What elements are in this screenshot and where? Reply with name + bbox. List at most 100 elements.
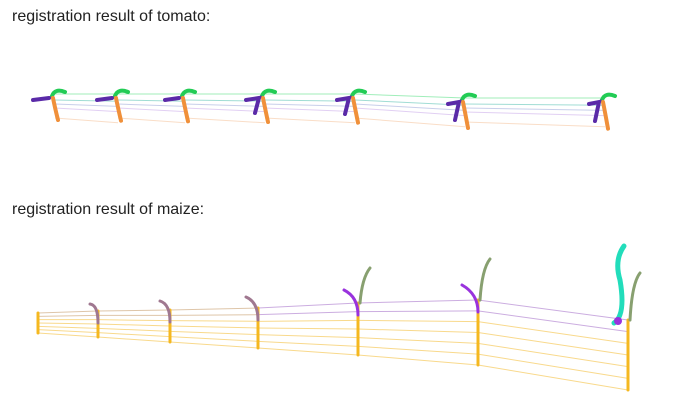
stem <box>181 96 190 124</box>
correspondence-line <box>97 327 171 332</box>
correspondence-line <box>264 117 356 124</box>
tomato-plant <box>446 92 477 130</box>
correspondence-line <box>354 107 466 117</box>
stem <box>261 96 270 124</box>
correspondence-line <box>37 322 99 325</box>
correspondence-line <box>257 327 359 330</box>
purple-leaf <box>244 95 262 115</box>
maize-plant <box>158 299 172 344</box>
correspondence-line <box>54 103 119 107</box>
correspondence-line <box>257 347 359 356</box>
stem <box>351 96 360 125</box>
tomato-plant <box>163 88 197 124</box>
correspondence-line <box>357 319 479 323</box>
correspondence-line <box>37 325 99 329</box>
correspondence-line <box>354 103 466 111</box>
correspondence-line <box>169 307 259 311</box>
correspondence-line <box>477 353 629 379</box>
correspondence-line <box>264 107 356 113</box>
correspondence-line <box>97 323 171 327</box>
leaf <box>50 88 67 98</box>
leaf <box>350 88 367 98</box>
correspondence-line <box>97 332 171 338</box>
correspondence-line <box>184 117 266 124</box>
correspondence-line <box>54 117 119 124</box>
correspondence-line <box>184 107 266 113</box>
correspondence-line <box>477 342 629 368</box>
leaf <box>180 88 197 98</box>
correspondence-line <box>54 99 119 102</box>
purple-leaf <box>446 99 462 122</box>
tomato-plant <box>95 88 130 123</box>
correspondence-line <box>257 340 359 347</box>
purple-leaf <box>95 96 114 102</box>
correspondence-line <box>477 332 629 356</box>
correspondence-line <box>357 310 479 313</box>
correspondence-line <box>37 310 99 314</box>
correspondence-line <box>54 107 119 113</box>
correspondence-line <box>464 121 606 128</box>
stem <box>601 100 610 131</box>
maize-plant <box>88 302 100 339</box>
tall-leaf <box>611 243 627 326</box>
correspondence-line <box>257 302 359 309</box>
leaf <box>260 88 277 98</box>
correspondence-line <box>357 337 479 344</box>
purple-leaf <box>587 99 602 123</box>
correspondence-line <box>169 330 259 336</box>
correspondence-line <box>357 354 479 366</box>
correspondence-line <box>264 103 356 107</box>
leaf <box>600 92 617 102</box>
maize-plant <box>342 266 372 357</box>
tomato-plant <box>31 88 67 122</box>
correspondence-line <box>117 107 186 113</box>
correspondence-line <box>37 332 99 338</box>
correspondence-line <box>97 336 171 343</box>
leaf <box>460 283 480 314</box>
maize-caption: registration result of maize: <box>12 201 205 218</box>
stem <box>51 96 60 122</box>
leaf-node <box>614 317 622 325</box>
correspondence-line <box>354 117 466 128</box>
purple-leaf <box>163 96 181 102</box>
maize-plant <box>244 295 260 350</box>
correspondence-line <box>354 93 466 99</box>
tomato-plant <box>587 92 617 131</box>
correspondence-line <box>169 336 259 342</box>
correspondence-line <box>169 341 259 349</box>
correspondence-line <box>257 334 359 339</box>
correspondence-line <box>37 314 99 317</box>
correspondence-line <box>477 310 629 333</box>
correspondence-line <box>357 299 479 304</box>
correspondence-line <box>37 329 99 334</box>
leaf <box>88 302 100 325</box>
correspondence-line <box>117 103 186 107</box>
correspondence-line <box>97 309 171 312</box>
purple-leaf <box>335 95 352 116</box>
leaf <box>460 92 477 102</box>
tomato-caption: registration result of tomato: <box>12 8 211 25</box>
correspondence-line <box>357 345 479 355</box>
tomato-plant <box>244 88 277 124</box>
upper-leaf <box>478 257 492 302</box>
correspondence-line <box>169 320 259 322</box>
stem <box>114 96 123 123</box>
stem <box>461 100 470 130</box>
correspondence-line <box>464 111 606 117</box>
purple-leaf <box>31 96 51 102</box>
leaf <box>158 299 172 324</box>
correspondence-line <box>184 103 266 107</box>
correspondence-line <box>464 107 606 111</box>
correspondence-line <box>477 321 629 344</box>
correspondence-line <box>117 117 186 124</box>
correspondence-line <box>477 299 629 321</box>
correspondence-line <box>477 364 629 391</box>
correspondence-line <box>97 319 171 322</box>
tomato-registration-figure <box>31 88 617 131</box>
maize-registration-figure <box>36 243 642 392</box>
leaf <box>244 295 260 322</box>
leaf <box>342 288 360 317</box>
tomato-plant <box>335 88 367 125</box>
upper-leaf <box>628 271 642 322</box>
correspondence-line <box>464 103 606 106</box>
